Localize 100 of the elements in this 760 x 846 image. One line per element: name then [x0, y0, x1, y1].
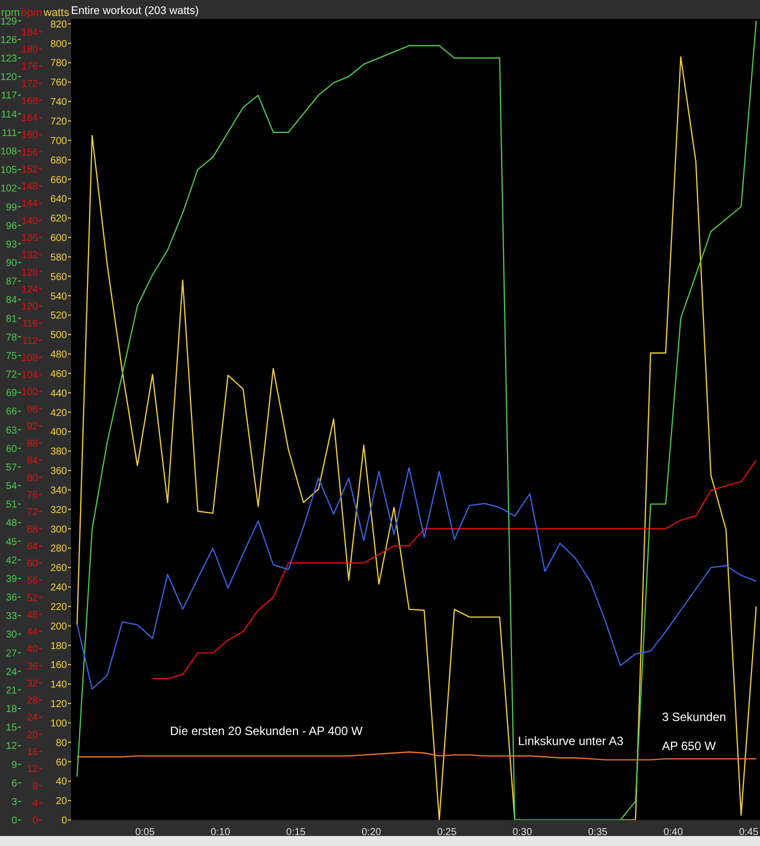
y-tick-label: 720 — [50, 116, 68, 128]
x-tick-label: 0:15 — [286, 827, 306, 838]
y2-tick-label: 156 — [21, 147, 38, 158]
y3-tick-label: 24 — [6, 666, 18, 678]
y-tick-label: 600 — [50, 233, 68, 244]
y2-tick-label: 20 — [26, 730, 38, 741]
y3-tick-label: 129 — [0, 16, 18, 28]
y3-axis-title: rpm — [1, 7, 20, 19]
y-tick-label: 640 — [50, 194, 68, 206]
y-tick-label: 480 — [50, 350, 68, 361]
y-tick-label: 200 — [50, 621, 68, 632]
y2-tick-label: 44 — [26, 627, 38, 638]
y3-tick-label: 57 — [6, 462, 18, 474]
y3-tick-label: 6 — [11, 778, 18, 790]
y3-tick-label: 21 — [6, 685, 18, 696]
y2-tick-label: 64 — [26, 541, 38, 552]
y3-tick-label: 114 — [1, 109, 18, 120]
y2-tick-label: 104 — [21, 370, 38, 382]
y3-tick-label: 0 — [11, 816, 18, 827]
y3-tick-label: 30 — [6, 630, 18, 641]
y2-tick-label: 160 — [21, 130, 38, 142]
y-tick-label: 320 — [50, 504, 68, 516]
y3-tick-label: 81 — [6, 314, 18, 325]
y-tick-label: 680 — [50, 155, 68, 166]
y3-tick-label: 105 — [0, 165, 18, 176]
y2-tick-label: 128 — [21, 267, 38, 278]
y3-tick-label: 48 — [6, 518, 18, 530]
y-tick-label: 440 — [50, 388, 68, 400]
y3-tick-label: 51 — [6, 500, 18, 511]
y2-tick-label: 112 — [22, 336, 38, 347]
y-tick-label: 360 — [50, 466, 68, 478]
y-tick-label: 260 — [50, 563, 68, 574]
y2-tick-label: 184 — [21, 27, 38, 38]
y-tick-label: 300 — [50, 524, 68, 536]
y2-tick-label: 100 — [21, 387, 38, 398]
y-tick-label: 540 — [50, 291, 68, 302]
y-tick-label: 800 — [50, 38, 68, 50]
y3-tick-label: 78 — [6, 332, 18, 344]
y3-tick-label: 102 — [0, 184, 18, 195]
x-tick-label: 0:20 — [362, 827, 382, 838]
y-axis-title: watts — [42, 7, 70, 19]
x-tick-label: 0:35 — [588, 827, 608, 838]
y3-tick-label: 39 — [6, 574, 18, 585]
y3-tick-label: 117 — [1, 90, 18, 102]
y2-tick-label: 72 — [26, 507, 38, 518]
y-tick-label: 40 — [56, 776, 68, 788]
y2-tick-label: 120 — [21, 302, 38, 313]
y-tick-label: 660 — [50, 174, 68, 186]
line-series — [76, 466, 757, 690]
y-tick-label: 0 — [61, 816, 68, 827]
y2-tick-label: 4 — [32, 798, 38, 810]
y2-tick-label: 132 — [21, 250, 38, 262]
y2-tick-label: 24 — [26, 712, 38, 724]
y2-tick-label: 12 — [26, 764, 38, 776]
y-tick-label: 420 — [50, 408, 68, 419]
y-tick-label: 380 — [50, 446, 68, 458]
y-tick-label: 820 — [50, 19, 68, 30]
chart-title: Entire workout (203 watts) — [71, 4, 199, 18]
y3-tick-label: 42 — [6, 555, 18, 566]
annotation: Die ersten 20 Sekunden - AP 400 W — [170, 723, 363, 739]
y-tick-label: 140 — [50, 680, 68, 691]
y2-tick-label: 92 — [26, 421, 38, 432]
y3-tick-label: 36 — [6, 592, 18, 604]
y2-tick-label: 136 — [21, 233, 38, 244]
y2-tick-label: 88 — [26, 438, 38, 450]
y3-tick-label: 54 — [6, 481, 18, 492]
y2-tick-label: 148 — [21, 182, 38, 193]
y-tick-label: 460 — [50, 368, 68, 380]
y3-tick-label: 9 — [11, 760, 18, 771]
annotation: AP 650 W — [662, 738, 716, 754]
y2-tick-label: 76 — [26, 490, 38, 502]
y-tick-label: 120 — [50, 699, 68, 710]
y2-tick-label: 116 — [22, 318, 38, 330]
y2-tick-label: 152 — [21, 164, 38, 176]
y3-tick-label: 120 — [0, 72, 18, 84]
y2-tick-label: 168 — [21, 96, 38, 107]
y2-tick-label: 0 — [32, 816, 38, 827]
y2-tick-label: 140 — [21, 216, 38, 227]
y2-tick-label: 176 — [21, 62, 38, 73]
y3-tick-label: 96 — [6, 220, 18, 232]
y-tick-label: 340 — [50, 485, 68, 496]
y3-tick-label: 72 — [6, 370, 18, 381]
y2-tick-label: 144 — [21, 198, 38, 210]
y3-tick-label: 33 — [6, 611, 18, 622]
y2-tick-label: 40 — [26, 644, 38, 656]
y2-tick-label: 172 — [21, 78, 38, 90]
y2-tick-label: 84 — [26, 456, 38, 467]
y2-tick-label: 28 — [26, 696, 38, 707]
y2-tick-label: 32 — [26, 678, 38, 690]
y3-tick-label: 84 — [6, 295, 18, 306]
y2-tick-label: 8 — [32, 781, 38, 792]
y2-tick-label: 96 — [26, 404, 38, 416]
y-tick-label: 760 — [50, 78, 68, 89]
y-tick-label: 620 — [50, 214, 68, 225]
y-tick-label: 80 — [56, 738, 68, 749]
y2-tick-label: 52 — [26, 592, 38, 604]
y3-tick-label: 90 — [6, 258, 18, 270]
y-tick-label: 240 — [50, 582, 68, 594]
line-series — [76, 751, 757, 760]
y2-tick-label: 60 — [26, 558, 38, 570]
